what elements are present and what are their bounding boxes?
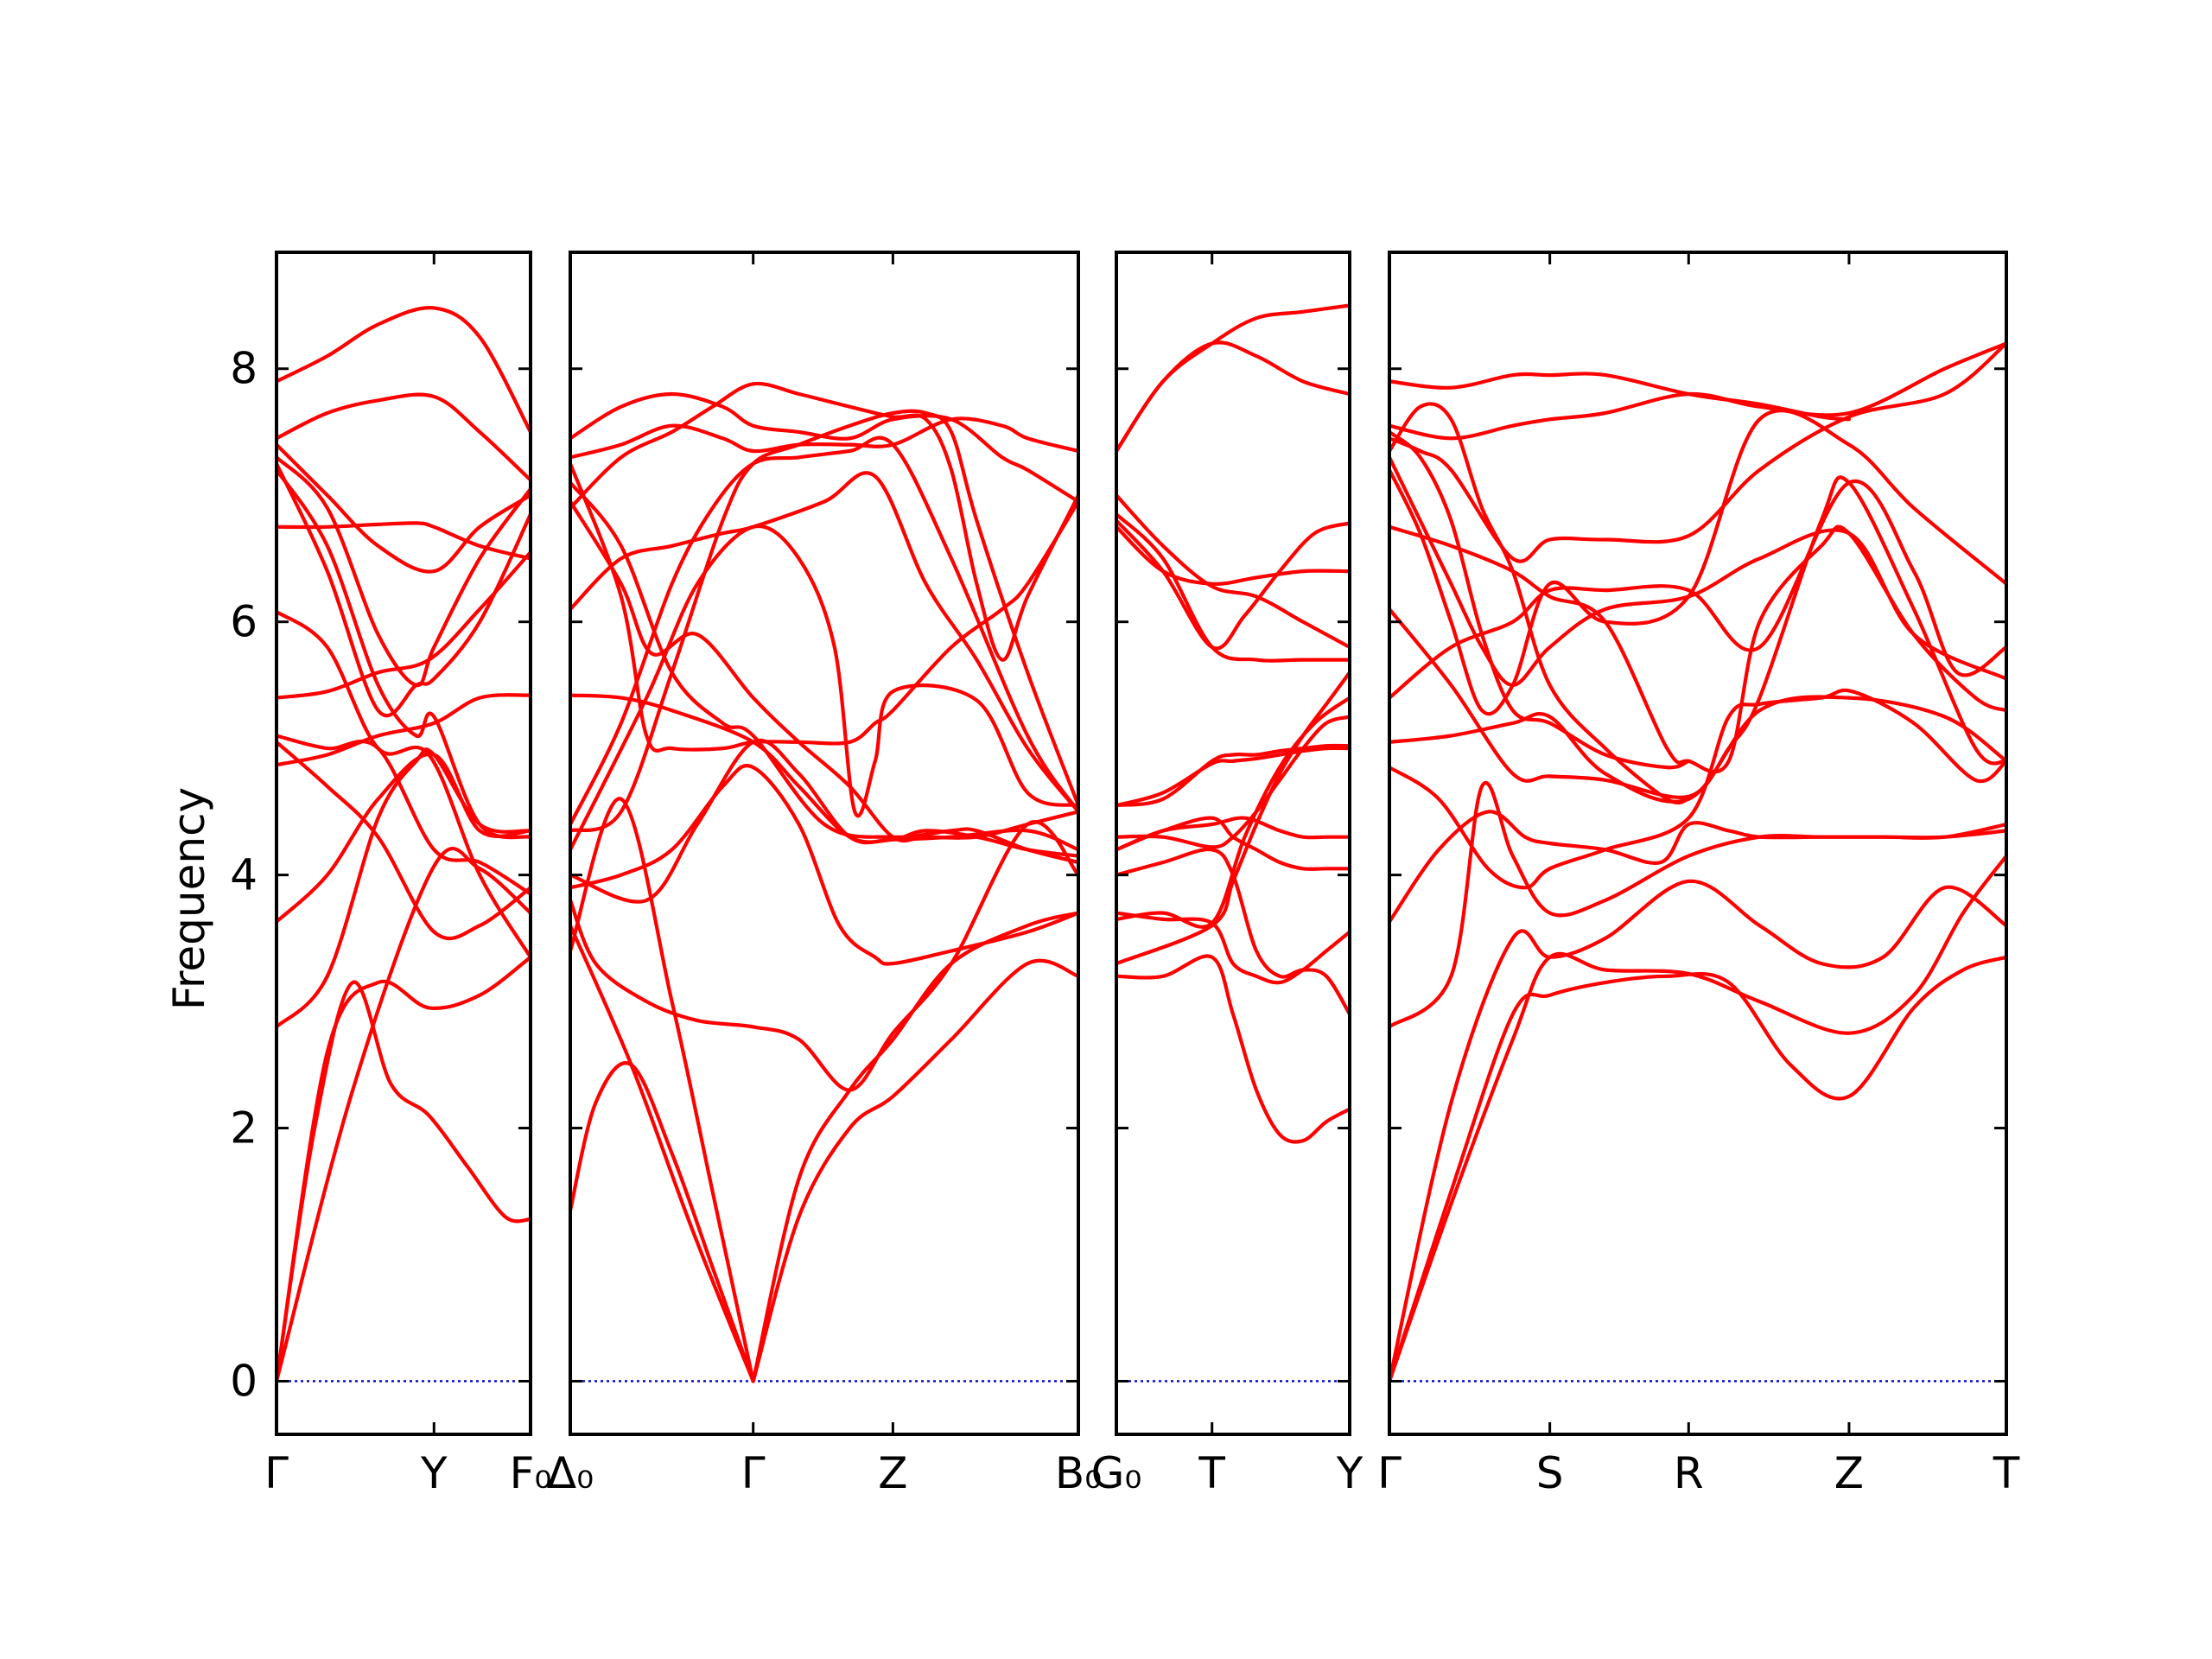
band-line-9 [1389,475,2006,799]
band-line-18 [570,409,1078,833]
bands [570,381,1078,1383]
x-tick-label: Γ [1377,1448,1402,1498]
y-axis-label: Frequency [164,787,214,1010]
band-line-12 [276,467,531,840]
bands [1116,303,1350,1144]
panel-frame [1388,251,2008,1436]
band-line-11 [276,521,531,561]
x-tick-label: Z [1834,1448,1864,1498]
band-line-5 [1389,810,2006,924]
panel-frame [275,251,532,1436]
band-line-3 [570,797,755,1383]
panel-frame [1115,251,1351,1436]
band-line-16 [570,416,1078,460]
band-line-10 [276,609,531,959]
band-line-4 [1116,816,1350,871]
band-line-5 [276,752,531,924]
band-line-12 [1389,455,2006,687]
band-line-2 [1389,854,2006,1383]
x-tick-label: Γ [264,1448,289,1498]
panel-1: 0 2 4 6 8 Γ Y F₀ [230,251,552,1498]
band-line-17 [1389,429,1691,770]
x-tick-label: S [1536,1448,1564,1498]
band-line-19 [570,381,1078,662]
band-line-16 [1116,340,1350,454]
band-line-4 [751,958,1078,1383]
band-line-6 [276,693,531,767]
x-tick-label: R [1674,1448,1704,1498]
x-tick-label: G₀ [1091,1448,1142,1498]
band-line-3 [1116,847,1350,1016]
y-tick-label: 6 [230,597,257,647]
x-tick-label: B₀ [1055,1448,1102,1498]
y-tick-label: 0 [230,1356,257,1406]
band-line-10 [1116,671,1350,966]
x-tick-label: T [1198,1448,1225,1498]
band-line-1 [570,1061,755,1383]
band-line-1 [1389,955,2006,1383]
x-tick-label: Γ [741,1448,766,1498]
bands [276,306,531,1383]
band-line-7 [570,764,1078,966]
band-line-17 [276,306,531,435]
band-line-16 [1389,402,1691,805]
band-line-13 [570,499,1078,843]
y-tick-label: 8 [230,344,257,394]
band-line-1 [276,955,531,1383]
band-line-5 [1116,743,1350,808]
band-line-4 [1389,781,2006,1029]
band-line-15 [1116,303,1350,454]
band-line-7 [276,740,531,941]
band-line-8 [1389,479,2006,700]
band-line-8 [1116,715,1350,849]
x-tick-label: Z [878,1448,907,1498]
band-line-2 [570,924,755,1383]
band-line-3 [1389,879,2006,1383]
band-line-5 [751,911,1078,1383]
panel-2: Δ₀ Γ Z B₀ [547,251,1102,1498]
band-line-10 [570,435,1078,827]
band-line-2 [276,980,531,1383]
band-line-14 [276,455,531,688]
band-line-13 [276,461,531,718]
panel-frame [569,251,1080,1436]
x-tick-label: Δ₀ [547,1448,594,1498]
band-line-16 [276,392,531,482]
x-tick-label: T [1993,1448,2020,1498]
band-line-6 [1116,746,1350,808]
band-line-12 [1116,493,1350,650]
bands [1389,341,2006,1383]
band-line-14 [1116,524,1350,586]
band-line-7 [1116,816,1350,852]
band-line-13 [1389,341,2006,563]
band-line-15 [276,442,531,574]
band-line-3 [276,847,531,1383]
band-line-14 [1389,341,2006,441]
x-tick-label: Y [1336,1448,1363,1498]
x-tick-label: F₀ [510,1448,552,1498]
band-line-11 [1389,409,2006,716]
panel-3: G₀ T Y [1091,251,1363,1498]
band-line-9 [1116,696,1350,929]
band-line-9 [570,524,1078,852]
band-line-1 [1116,954,1350,1144]
band-line-6 [570,820,1078,1092]
band-line-15 [570,461,1078,753]
band-line-11 [1116,512,1350,663]
band-line-8 [276,734,531,896]
band-line-14 [570,480,1078,865]
x-tick-label: Y [420,1448,448,1498]
y-tick-label: 4 [230,850,257,900]
band-line-17 [570,391,1078,504]
band-line-2 [1116,911,1350,985]
y-tick-label: 2 [230,1103,257,1154]
band-line-15 [1389,372,1851,422]
band-line-12 [570,471,1078,814]
